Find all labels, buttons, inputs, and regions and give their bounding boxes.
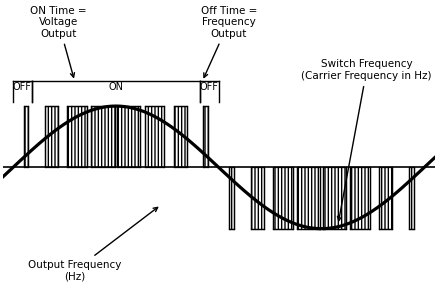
- Bar: [250, 167, 264, 229]
- Text: Off Time =
Frequency
Output: Off Time = Frequency Output: [201, 5, 257, 77]
- Text: OFF: OFF: [200, 82, 219, 92]
- Bar: [379, 167, 392, 229]
- Text: Switch Frequency
(Carrier Frequency in Hz): Switch Frequency (Carrier Frequency in H…: [302, 59, 432, 221]
- Bar: [273, 167, 293, 229]
- Bar: [323, 167, 346, 229]
- Bar: [24, 106, 28, 167]
- Bar: [145, 106, 164, 167]
- Bar: [297, 167, 320, 229]
- Text: OFF: OFF: [13, 82, 32, 92]
- Bar: [68, 106, 87, 167]
- Bar: [203, 106, 208, 167]
- Text: Output Frequency
(Hz): Output Frequency (Hz): [28, 207, 158, 281]
- Text: ON: ON: [108, 82, 123, 92]
- Bar: [91, 106, 115, 167]
- Bar: [117, 106, 140, 167]
- Bar: [229, 167, 234, 229]
- Text: ON Time =
Voltage
Output: ON Time = Voltage Output: [30, 5, 86, 77]
- Bar: [409, 167, 414, 229]
- Bar: [45, 106, 58, 167]
- Bar: [173, 106, 187, 167]
- Bar: [350, 167, 370, 229]
